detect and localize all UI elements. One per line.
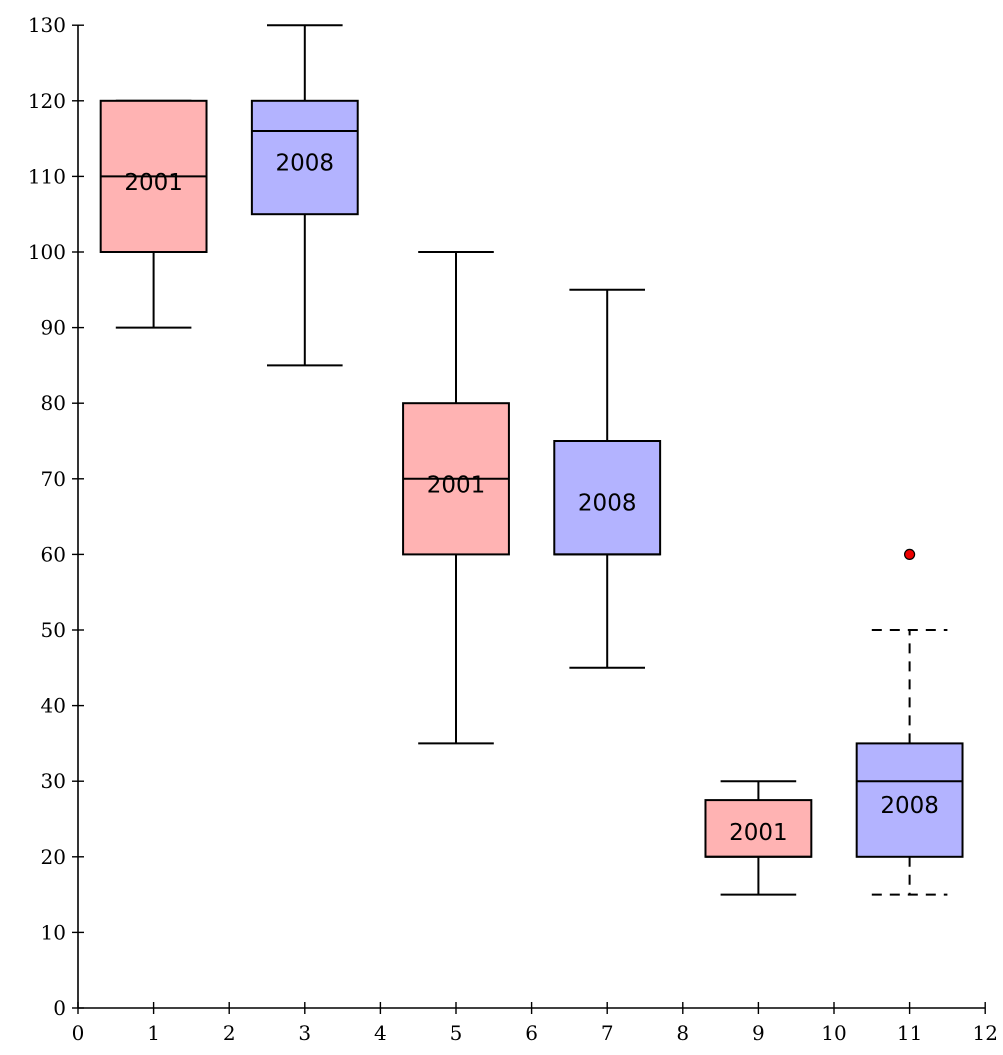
x-tick-label: 8 (676, 1021, 689, 1045)
x-tick-label: 6 (525, 1021, 538, 1045)
box-label: 2008 (276, 150, 335, 176)
y-tick-label: 20 (41, 845, 66, 869)
x-tick-label: 1 (147, 1021, 160, 1045)
x-tick-label: 11 (897, 1021, 922, 1045)
box-label: 2008 (880, 793, 939, 819)
box-2008-x7: 2008 (553, 288, 662, 669)
axes: 0 1 2 3 4 5 6 7 8 9 10 11 12 01020304050607080901001… (28, 13, 998, 1045)
x-tick-label: 0 (72, 1021, 85, 1045)
y-tick-label: 130 (28, 13, 66, 37)
y-tick-label: 30 (41, 769, 66, 793)
y-tick-label: 120 (28, 89, 66, 113)
plot-area: 2001 2008 2001 2008 2001 2008 (99, 24, 964, 896)
outlier-point (903, 548, 916, 561)
box-label: 2001 (729, 820, 788, 846)
x-axis-ticks: 0 1 2 3 4 5 6 7 8 9 10 11 12 (72, 1002, 998, 1045)
x-tick-label: 5 (450, 1021, 463, 1045)
box-label: 2008 (578, 490, 637, 516)
box-2008-x11: 2008 (855, 548, 964, 896)
y-tick-label: 60 (41, 542, 66, 566)
box-2008-x3: 2008 (250, 24, 359, 367)
box-label: 2001 (124, 170, 183, 196)
y-axis-ticks: 0 10 20 30 40 50 60 70 80 90 100 110 120 130 (28, 13, 84, 1020)
x-tick-label: 7 (601, 1021, 614, 1045)
y-tick-label: 10 (41, 920, 66, 944)
box-label: 2001 (427, 472, 486, 498)
box-body (855, 742, 964, 858)
box-2001-x1: 2001 (99, 99, 208, 329)
y-tick-label: 110 (28, 164, 66, 188)
y-tick-label: 50 (41, 618, 66, 642)
x-tick-label: 4 (374, 1021, 387, 1045)
y-tick-label: 90 (41, 316, 66, 340)
y-tick-label: 70 (41, 467, 66, 491)
x-tick-label: 12 (972, 1021, 997, 1045)
box-2001-x5: 2001 (402, 251, 510, 745)
y-tick-label: 0 (53, 996, 66, 1020)
box-body (250, 99, 359, 216)
x-tick-label: 3 (298, 1021, 311, 1045)
x-tick-label: 9 (752, 1021, 765, 1045)
x-tick-label: 10 (821, 1021, 846, 1045)
box-2001-x9: 2001 (704, 780, 813, 896)
y-tick-label: 100 (28, 240, 66, 264)
y-tick-label: 80 (41, 391, 66, 415)
y-tick-label: 40 (41, 694, 66, 718)
box-body (553, 440, 662, 556)
x-tick-label: 2 (223, 1021, 236, 1045)
